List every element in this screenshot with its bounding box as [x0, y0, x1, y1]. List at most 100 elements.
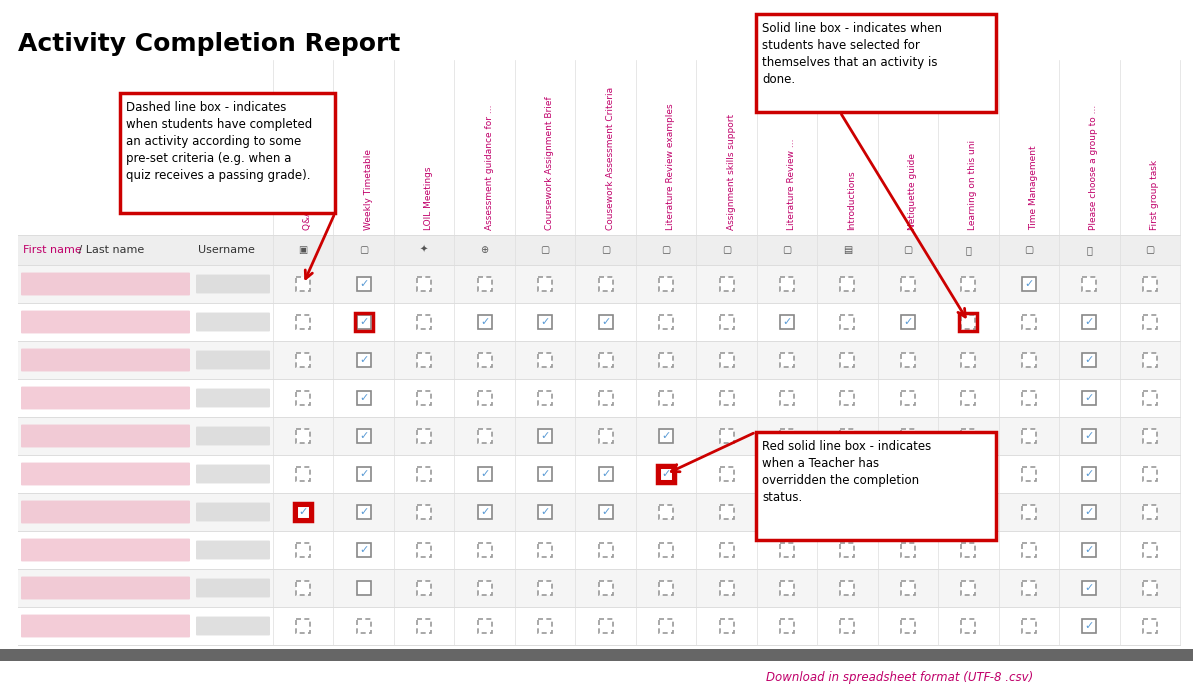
Bar: [477, 543, 492, 557]
Text: ✓: ✓: [359, 355, 369, 365]
Bar: [962, 429, 976, 443]
Text: Weekly Timetable: Weekly Timetable: [364, 149, 372, 230]
FancyBboxPatch shape: [21, 425, 190, 448]
Bar: [418, 581, 431, 595]
Bar: [962, 543, 976, 557]
Bar: [18, 569, 1180, 607]
FancyBboxPatch shape: [21, 500, 190, 523]
Bar: [780, 277, 795, 291]
Text: Assignment skills support: Assignment skills support: [727, 114, 736, 230]
Text: ✓: ✓: [540, 507, 550, 517]
Bar: [901, 581, 915, 595]
Text: ✓: ✓: [480, 507, 489, 517]
Bar: [659, 353, 673, 367]
FancyBboxPatch shape: [196, 617, 270, 635]
Text: ✓: ✓: [359, 317, 369, 327]
Bar: [901, 619, 915, 633]
Bar: [901, 543, 915, 557]
Bar: [477, 353, 492, 367]
Bar: [1143, 391, 1157, 405]
Bar: [357, 619, 371, 633]
Text: ✓: ✓: [601, 317, 611, 327]
Bar: [1022, 543, 1036, 557]
Text: Q&A forum: Q&A forum: [303, 180, 313, 230]
Text: Dashed line box - indicates
when students have completed
an activity according t: Dashed line box - indicates when student…: [126, 101, 313, 182]
Text: ✓: ✓: [1024, 279, 1033, 289]
Bar: [477, 429, 492, 443]
Text: ✦: ✦: [420, 245, 428, 255]
Bar: [538, 581, 552, 595]
Bar: [659, 543, 673, 557]
Bar: [477, 391, 492, 405]
FancyBboxPatch shape: [21, 387, 190, 410]
Bar: [780, 619, 795, 633]
Bar: [962, 505, 976, 519]
Bar: [599, 619, 612, 633]
Text: ✓: ✓: [601, 507, 611, 517]
Text: ✓: ✓: [1084, 469, 1094, 479]
Bar: [901, 391, 915, 405]
Bar: [18, 379, 1180, 417]
Bar: [1143, 581, 1157, 595]
Bar: [477, 581, 492, 595]
Bar: [599, 581, 612, 595]
Bar: [780, 543, 795, 557]
Bar: [840, 619, 854, 633]
Bar: [840, 429, 854, 443]
Bar: [1022, 391, 1036, 405]
Bar: [659, 391, 673, 405]
Bar: [418, 277, 431, 291]
Bar: [599, 429, 612, 443]
Bar: [780, 429, 795, 443]
Bar: [1143, 543, 1157, 557]
Text: ⊕: ⊕: [481, 245, 489, 255]
Bar: [901, 315, 915, 329]
Text: ✓: ✓: [661, 469, 670, 479]
Bar: [538, 277, 552, 291]
Bar: [659, 429, 673, 443]
Bar: [357, 315, 371, 329]
Bar: [1082, 505, 1096, 519]
Bar: [418, 429, 431, 443]
Bar: [1143, 277, 1157, 291]
Bar: [357, 353, 371, 367]
Text: Learning on this uni: Learning on this uni: [969, 140, 977, 230]
Bar: [18, 265, 1180, 303]
Bar: [1143, 505, 1157, 519]
Text: Activity Completion Report: Activity Completion Report: [18, 32, 401, 56]
Bar: [719, 277, 734, 291]
Text: 📖: 📖: [965, 245, 971, 255]
Bar: [840, 353, 854, 367]
Text: ✓: ✓: [298, 507, 308, 517]
Bar: [599, 467, 612, 481]
Bar: [538, 315, 552, 329]
Bar: [659, 619, 673, 633]
Bar: [538, 505, 552, 519]
Bar: [18, 607, 1180, 645]
Text: ▢: ▢: [722, 245, 731, 255]
Text: ✓: ✓: [359, 431, 369, 441]
Bar: [296, 467, 310, 481]
Text: ✓: ✓: [359, 469, 369, 479]
Bar: [840, 277, 854, 291]
Bar: [780, 353, 795, 367]
Bar: [18, 531, 1180, 569]
Bar: [840, 391, 854, 405]
Text: ✓: ✓: [359, 507, 369, 517]
Bar: [1082, 315, 1096, 329]
Bar: [418, 467, 431, 481]
Bar: [418, 353, 431, 367]
Bar: [357, 277, 371, 291]
Bar: [1143, 315, 1157, 329]
Text: First name: First name: [23, 245, 82, 255]
Text: ✓: ✓: [540, 431, 550, 441]
FancyBboxPatch shape: [196, 540, 270, 559]
Bar: [18, 235, 1180, 265]
Bar: [418, 619, 431, 633]
Text: ▢: ▢: [540, 245, 550, 255]
Bar: [1022, 315, 1036, 329]
Bar: [962, 467, 976, 481]
Bar: [719, 315, 734, 329]
Bar: [962, 277, 976, 291]
Bar: [477, 315, 492, 329]
